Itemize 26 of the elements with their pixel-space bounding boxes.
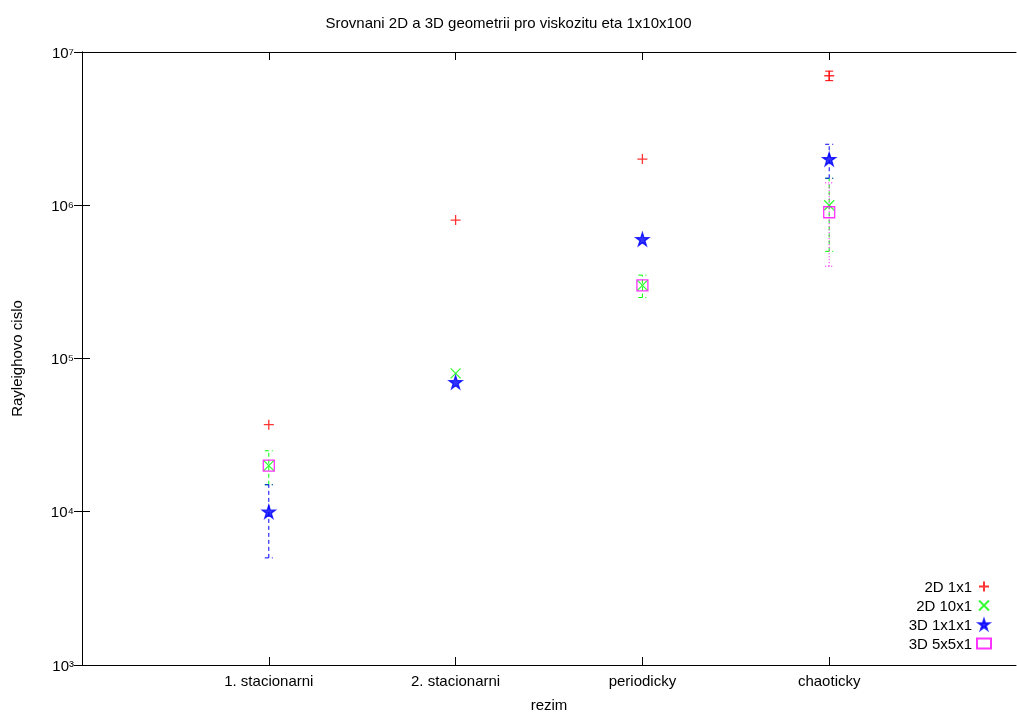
y-tick-label: 10⁶ — [51, 196, 74, 214]
point — [823, 206, 836, 219]
point — [263, 419, 275, 431]
legend-label: 3D 1x1x1 — [908, 616, 972, 633]
legend-label: 2D 1x1 — [924, 578, 972, 595]
x-tick-label: 2. stacionarni — [410, 672, 501, 689]
y-tick-label: 10⁵ — [51, 350, 74, 367]
y-tick-label: 10³ — [52, 656, 74, 674]
x-tick-label: 1. stacionarni — [224, 672, 314, 689]
point — [636, 153, 649, 165]
y-axis-title: Rayleighovo cislo — [8, 300, 25, 417]
legend-label: 3D 5x5x1 — [908, 635, 972, 652]
point — [449, 214, 462, 226]
x-axis-title: rezim — [530, 696, 568, 713]
point — [449, 367, 462, 379]
point — [823, 199, 835, 211]
legend-label: 2D 10x1 — [916, 597, 972, 614]
point — [261, 504, 276, 519]
point — [635, 232, 650, 247]
point — [448, 375, 463, 390]
x-tick-label: chaoticky — [797, 672, 861, 689]
y-tick-label: 10⁷ — [51, 43, 74, 61]
y-tick-label: 10⁴ — [50, 503, 74, 521]
chart-title: Srovnani 2D a 3D geometrii pro viskozitu eta 1x10x100 — [325, 14, 692, 31]
x-tick-label: periodicky — [608, 672, 677, 689]
point — [822, 151, 837, 167]
